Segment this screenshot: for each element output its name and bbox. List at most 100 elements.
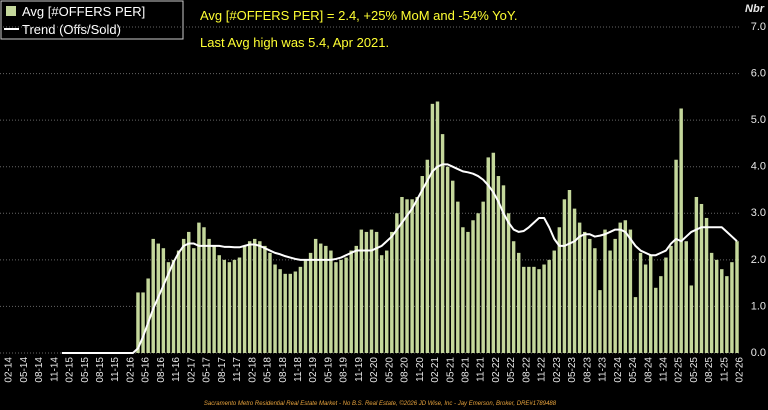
y-tick-label: 1.0 — [751, 300, 766, 312]
x-tick-label: 05-21 — [445, 357, 456, 383]
bar — [567, 190, 572, 353]
bar — [537, 269, 541, 353]
bar — [466, 231, 470, 353]
bar — [359, 229, 364, 353]
bar — [405, 199, 409, 353]
bar — [354, 245, 358, 353]
bar — [542, 264, 546, 353]
bar — [298, 266, 303, 353]
x-tick-label: 02-18 — [247, 357, 258, 383]
bar — [268, 252, 272, 353]
x-tick-label: 02-16 — [125, 357, 136, 383]
bar — [344, 257, 348, 353]
bar — [227, 262, 232, 353]
bar — [714, 259, 719, 353]
bar — [440, 134, 445, 353]
bar — [628, 229, 633, 353]
legend: Avg [#OFFERS PER] Trend (Offs/Sold) — [0, 0, 184, 40]
bar — [349, 250, 353, 353]
bar — [562, 199, 567, 353]
x-tick-label: 11-14 — [49, 357, 60, 382]
x-tick-label: 02-23 — [552, 357, 563, 383]
y-tick-label: 4.0 — [751, 161, 766, 173]
bar — [364, 231, 369, 353]
y-tick-label: 2.0 — [751, 254, 766, 266]
bar — [623, 220, 628, 353]
bar — [222, 259, 227, 353]
x-tick-label: 08-14 — [34, 357, 45, 383]
bar — [207, 238, 211, 353]
bar — [689, 285, 694, 353]
bar — [379, 255, 384, 353]
bar — [501, 185, 506, 353]
bar — [633, 297, 638, 353]
bar — [486, 157, 490, 353]
x-tick-label: 08-25 — [704, 357, 715, 383]
bar — [187, 231, 191, 353]
bar — [674, 159, 678, 353]
bar — [415, 196, 419, 353]
bar — [308, 252, 313, 353]
x-tick-label: 02-19 — [308, 357, 319, 383]
y-tick-label: 0.0 — [751, 347, 766, 359]
bar — [263, 245, 267, 353]
bar — [664, 257, 668, 353]
x-tick-label: 02-25 — [674, 357, 685, 383]
bar — [430, 103, 435, 353]
legend-label: Trend (Offs/Sold) — [22, 22, 121, 37]
bar — [684, 241, 688, 353]
x-tick-label: 08-16 — [156, 357, 167, 383]
bar — [735, 241, 739, 353]
x-tick-label: 02-24 — [613, 357, 624, 383]
x-tick-label: 05-15 — [80, 357, 91, 383]
bar — [166, 262, 171, 353]
x-tick-label: 05-14 — [19, 357, 30, 383]
bar — [313, 238, 318, 353]
bar — [237, 257, 242, 353]
bar — [613, 238, 617, 353]
bar — [161, 248, 166, 353]
bar — [618, 222, 622, 353]
y-axis-label: Nbr — [745, 3, 765, 15]
bar — [654, 287, 658, 353]
bar — [527, 266, 531, 353]
x-tick-label: 08-23 — [582, 357, 593, 383]
bar — [395, 213, 399, 353]
legend-box — [0, 0, 184, 40]
x-tick-label: 05-16 — [141, 357, 152, 383]
bar — [557, 227, 562, 353]
bar — [192, 248, 196, 353]
x-tick-label: 11-18 — [293, 357, 304, 382]
x-tick-label: 08-21 — [461, 357, 472, 383]
x-tick-label: 08-22 — [521, 357, 532, 383]
x-tick-label: 05-20 — [384, 357, 395, 383]
bar — [445, 166, 450, 353]
bar — [202, 227, 206, 353]
annotation: Last Avg high was 5.4, Apr 2021. — [200, 35, 389, 50]
x-tick-label: 11-19 — [354, 357, 365, 382]
bar — [608, 250, 612, 353]
bar — [709, 252, 714, 353]
bar — [435, 101, 440, 353]
bar — [283, 273, 287, 353]
bar — [146, 278, 150, 353]
bar — [319, 243, 323, 353]
x-tick-label: 11-21 — [476, 357, 487, 382]
bar — [720, 269, 724, 353]
x-tick-label: 05-23 — [567, 357, 578, 383]
x-tick-label: 11-23 — [598, 357, 609, 382]
footer: Sacramento Metro Residential Real Estate… — [204, 400, 557, 407]
bar — [598, 290, 602, 353]
bar — [699, 203, 704, 353]
bar — [217, 255, 221, 353]
bar — [420, 176, 424, 353]
bar — [450, 180, 455, 353]
bar — [258, 241, 262, 353]
bar — [593, 248, 597, 353]
bar — [385, 250, 389, 353]
bar — [303, 259, 308, 353]
bar — [476, 213, 480, 353]
legend-label: Avg [#OFFERS PER] — [22, 4, 145, 19]
bar — [212, 245, 216, 353]
